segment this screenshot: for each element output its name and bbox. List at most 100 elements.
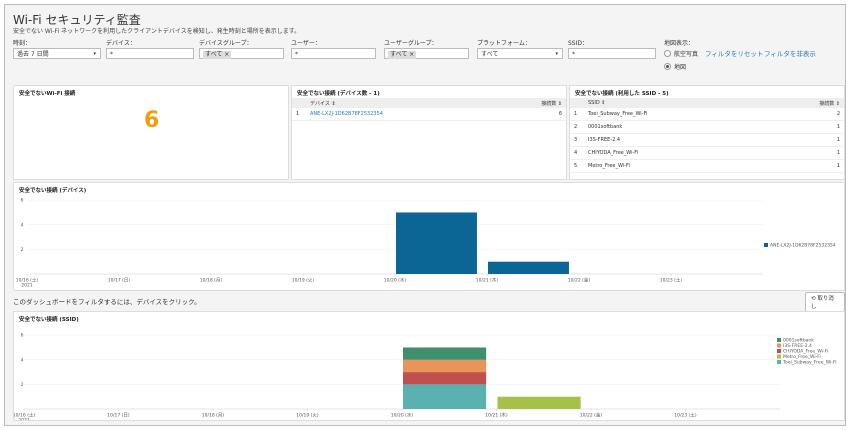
ssid-table: SSID ⇕ 接続数 ⇕ 1 Toei_Subway_Free_Wi-Fi 2 2 0001… [570, 98, 844, 173]
filter-value: すべて × [388, 51, 417, 59]
legend-label: Toei_Subway_Free_Wi-Fi [782, 360, 836, 366]
panel-title: 安全でないWi-Fi 接続 [19, 91, 76, 97]
page-title: Wi-Fi セキュリティ監査 [13, 13, 141, 27]
filter-tags[interactable]: すべて × [384, 48, 469, 59]
filter-label: デバイスグループ： [199, 40, 253, 47]
x-tick-label: 10/20 (水) [384, 277, 407, 284]
filter-input[interactable]: * [106, 48, 194, 59]
header-cell [570, 98, 584, 108]
x-tick-label: 10/22 (金) [568, 277, 591, 284]
legend-swatch [777, 354, 781, 359]
table-cell: Metro_Free_Wi-Fi [584, 159, 767, 173]
x-tick-label: 10/17 (日) [107, 413, 130, 419]
table-cell: 1 [766, 133, 844, 147]
year-label: 2021 [18, 418, 30, 421]
legend-swatch [777, 360, 781, 364]
x-tick-label: 10/19 (火) [292, 278, 315, 284]
device-panel: 安全でない接続 (デバイス数 - 1) デバイス ⇕ 接続数 ⇕ 1 ANE-LX2J… [291, 85, 567, 180]
map-option[interactable]: 航空写真 [664, 49, 698, 58]
year-label: 2021 [21, 283, 33, 289]
legend-label: ANE-LX2J-1D62B78F2532354 [770, 243, 836, 249]
header-cell: デバイス ⇕ [306, 98, 498, 108]
panel-title: 安全でない接続 (デバイス数 - 1) [297, 91, 380, 97]
table-row[interactable]: 4 CHIYODA_Free_Wi-Fi 1 [570, 146, 844, 160]
table-row[interactable]: 1 Toei_Subway_Free_Wi-Fi 2 [570, 108, 844, 121]
filter-value: * [110, 51, 113, 58]
table-cell: 0001softbank [584, 120, 767, 134]
table-cell: 2 [766, 108, 844, 121]
y-tick-label: 6 [21, 333, 24, 339]
bar [403, 347, 487, 360]
table-cell: 1 [766, 120, 844, 134]
bar [403, 384, 487, 409]
header-cell [292, 98, 306, 108]
x-tick-label: 10/17 (日) [108, 278, 131, 284]
table-cell: ANE-LX2J-1D62B78F2532354 [306, 108, 498, 121]
filter-input[interactable]: * [568, 48, 656, 59]
table-cell: 1 [766, 159, 844, 173]
device-table: デバイス ⇕ 接続数 ⇕ 1 ANE-LX2J-1D62B78F2532354 6 [292, 98, 566, 121]
filter-select[interactable]: 過去 7 日間 ▾ [13, 48, 101, 59]
chart-title: 安全でない接続 (デバイス) [19, 188, 87, 194]
hide-link[interactable]: フィルタを非表示 [764, 50, 816, 58]
dropdown-arrow: ▾ [555, 51, 558, 57]
header-row: デバイス ⇕ 接続数 ⇕ [292, 98, 566, 108]
table-cell: 1 [292, 108, 306, 121]
panel-title: 安全でない接続 (利用した SSID - 5) [575, 91, 669, 97]
legend-label: I3S-FREE-2.4 [783, 343, 812, 349]
x-tick-label: 10/16 (土) [14, 412, 35, 419]
y-tick-label: 4 [21, 222, 24, 228]
filter-value: * [295, 51, 298, 58]
filter-label: プラットフォーム： [477, 40, 531, 47]
summary-panel: 安全でないWi-Fi 接続 6 [13, 85, 289, 180]
page-description: 安全でない Wi-Fi ネットワークを利用したクライアントデバイスを検知し、発生… [13, 28, 301, 35]
filter-value: * [572, 51, 575, 58]
table-cell: 5 [570, 159, 584, 173]
table-cell: I3S-FREE-2.4 [584, 133, 767, 147]
bar [403, 359, 487, 373]
chart: 2 4 6 10/16 (土) 10/17 (日) 10/18 (月) 10/19 (火) 1… [16, 198, 836, 289]
x-tick-label: 10/18 (月) [200, 278, 223, 284]
table-cell: 1 [570, 108, 584, 121]
header-row: SSID ⇕ 接続数 ⇕ [570, 98, 844, 108]
filter-tags[interactable]: すべて × [199, 48, 284, 59]
filter-input[interactable]: * [291, 48, 376, 59]
table-row[interactable]: 5 Metro_Free_Wi-Fi 1 [570, 159, 844, 173]
x-tick-label: 10/21 (木) [485, 412, 508, 419]
legend-swatch [777, 338, 781, 342]
header-cell: 接続数 ⇕ [497, 98, 566, 108]
table-cell: 1 [766, 146, 844, 160]
legend-swatch [764, 243, 768, 247]
x-tick-label: 10/22 (金) [580, 412, 603, 419]
legend-label: 0001softbank [783, 338, 814, 344]
chart: 2 4 6 10/16 (土) 10/17 (日) 10/18 (月) 10/19 (火) 1… [14, 333, 836, 421]
filter-select[interactable]: すべて ▾ [477, 48, 563, 59]
table-row[interactable]: 3 I3S-FREE-2.4 1 [570, 133, 844, 147]
x-tick-label: 10/18 (月) [202, 413, 225, 419]
note: このダッシュボードをフィルタするには、デバイスをクリック。 [13, 298, 201, 306]
legend-swatch [777, 343, 781, 348]
table-cell: 4 [570, 146, 584, 160]
undo-button[interactable]: ⟲ 取り消し [805, 292, 845, 312]
bar [497, 396, 581, 409]
x-tick-label: 10/23 (土) [674, 412, 697, 419]
map-option[interactable]: 地図 [664, 62, 686, 71]
x-tick-label: 10/19 (火) [296, 413, 319, 419]
bar [488, 261, 569, 274]
table-row[interactable]: 2 0001softbank 1 [570, 120, 844, 134]
filter-label: SSID： [568, 40, 589, 47]
legend-label: CHIYODA_Free_Wi-Fi [783, 349, 828, 355]
bar [396, 212, 477, 274]
filter-value: 過去 7 日間 [17, 51, 49, 58]
filter-label: デバイス： [106, 40, 136, 47]
bar [403, 372, 487, 385]
filter-value: すべて × [203, 51, 232, 59]
map-view-label: 地図表示： [664, 40, 695, 47]
filter-label: ユーザーグループ： [384, 40, 438, 47]
chart-panel: 安全でない接続 (SSID) 2 4 6 10/16 (土) 10/17 (日) 10/1… [13, 311, 845, 421]
table-row[interactable]: 1 ANE-LX2J-1D62B78F2532354 6 [292, 108, 566, 121]
reset-link[interactable]: フィルタをリセット [705, 50, 764, 58]
chart-panel: 安全でない接続 (デバイス) 2 4 6 10/16 (土) 10/17 (日) 10/1… [13, 182, 845, 291]
x-tick-label: 10/21 (木) [476, 277, 499, 284]
header-cell: SSID ⇕ [584, 98, 767, 108]
